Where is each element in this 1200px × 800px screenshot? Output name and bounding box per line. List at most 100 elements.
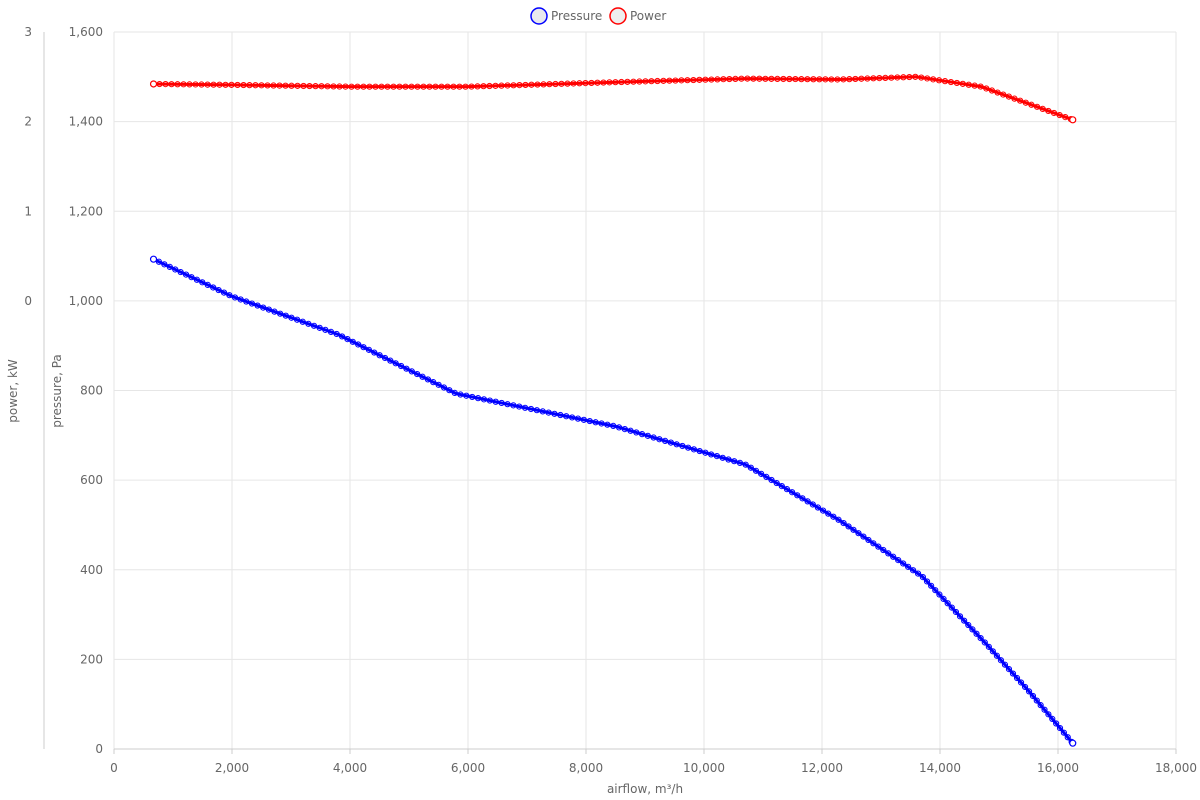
series-marker-pressure [610,422,617,429]
legend-item-power[interactable]: Power [609,7,666,25]
series-marker-pressure [783,486,791,493]
series-marker-pressure [486,397,493,404]
x-tick-label: 0 [110,761,118,775]
series-marker-pressure [376,352,383,359]
series-marker-pressure [365,346,372,353]
series-marker-power [738,75,745,82]
series-marker-pressure [231,294,239,301]
series-marker-power [935,77,943,84]
series-marker-pressure [408,368,415,375]
series-marker-pressure [850,526,857,533]
x-tick-label: 6,000 [451,761,485,775]
series-marker-pressure [243,298,250,305]
series-marker-power [288,82,295,89]
series-marker-pressure [254,302,261,309]
series-marker-power [396,83,403,90]
series-marker-pressure [952,608,960,616]
series-marker-pressure [804,498,811,505]
series-marker-power [1022,99,1029,106]
series-marker-pressure [799,495,806,502]
pressure-tick-label: 1,200 [69,204,103,218]
series-marker-pressure [809,501,816,508]
series-marker-power [402,83,409,90]
series-marker-pressure [656,436,663,443]
series-marker-power [186,81,193,88]
series-marker-power [252,82,259,89]
series-marker-power [570,80,577,87]
series-marker-pressure [294,316,301,323]
series-marker-power [468,83,475,90]
series-marker-pressure [662,437,669,445]
series-marker-pressure [679,442,686,450]
series-marker-power [876,75,883,82]
series-marker-pressure [928,582,935,589]
series-marker-pressure [533,407,540,414]
power-tick-label: 2 [24,115,32,129]
series-marker-power [941,78,949,85]
series-marker-power [810,76,817,83]
series-marker-pressure [226,292,233,299]
series-marker-pressure [965,621,972,629]
series-marker-power [522,81,529,89]
series-marker-power [672,77,679,84]
series-marker-power [696,76,703,83]
series-marker-pressure [973,630,980,637]
series-marker-pressure [627,427,634,434]
series-marker-power [450,83,457,90]
series-marker-power [294,82,301,89]
series-marker-power [1005,93,1012,100]
series-marker-power [426,83,433,90]
series-marker-pressure [338,333,346,340]
series-marker-power [480,83,487,90]
series-marker-power [330,83,337,90]
series-marker-pressure [961,617,968,624]
series-marker-pressure [516,403,523,410]
series-marker-pressure [909,567,917,574]
series-marker-power [840,76,847,83]
series-marker-power [612,79,619,86]
series-marker-power [666,77,673,84]
series-marker-pressure [855,530,862,537]
series-marker-power [714,76,721,83]
series-marker-pressure [182,271,190,278]
series-marker-power [846,76,853,83]
series-marker-pressure [1045,711,1052,718]
series-marker-pressure [1025,688,1033,695]
series-marker-power [264,82,271,89]
series-marker-pressure [685,444,692,451]
series-marker-power [1000,91,1007,98]
series-marker-power [1039,105,1046,112]
series-marker-power [816,76,823,83]
series-marker-power [750,75,757,82]
series-marker-pressure [977,635,984,642]
series-marker-power [234,81,241,89]
series-marker-pressure [948,604,955,611]
series-marker-pressure [638,431,646,438]
series-marker-power [983,85,990,92]
series-marker-power [947,78,955,86]
series-marker-pressure [397,362,405,370]
series-marker-pressure [747,464,754,471]
series-marker-power [870,75,877,82]
series-marker-power [576,80,583,87]
legend-item-pressure[interactable]: Pressure [530,7,602,25]
series-marker-pressure [914,570,922,577]
series-marker-pressure [969,626,976,633]
series-marker-power [534,81,541,88]
x-tick-label: 14,000 [919,761,961,775]
series-marker-power [414,83,421,90]
series-marker-power [546,81,553,88]
series-marker-power [204,81,211,88]
pressure-tick-label: 1,400 [69,115,103,129]
series-marker-pressure [890,553,897,560]
series-marker-power [300,82,307,90]
series-marker-power [384,83,391,90]
pressure-tick-label: 1,600 [69,25,103,39]
series-marker-power [552,80,559,88]
series-marker-power [894,74,901,81]
series-marker-power [965,81,972,88]
power-axis-title: power, kW [6,359,20,423]
series-marker-pressure [392,360,399,367]
series-marker-pressure [355,341,362,348]
